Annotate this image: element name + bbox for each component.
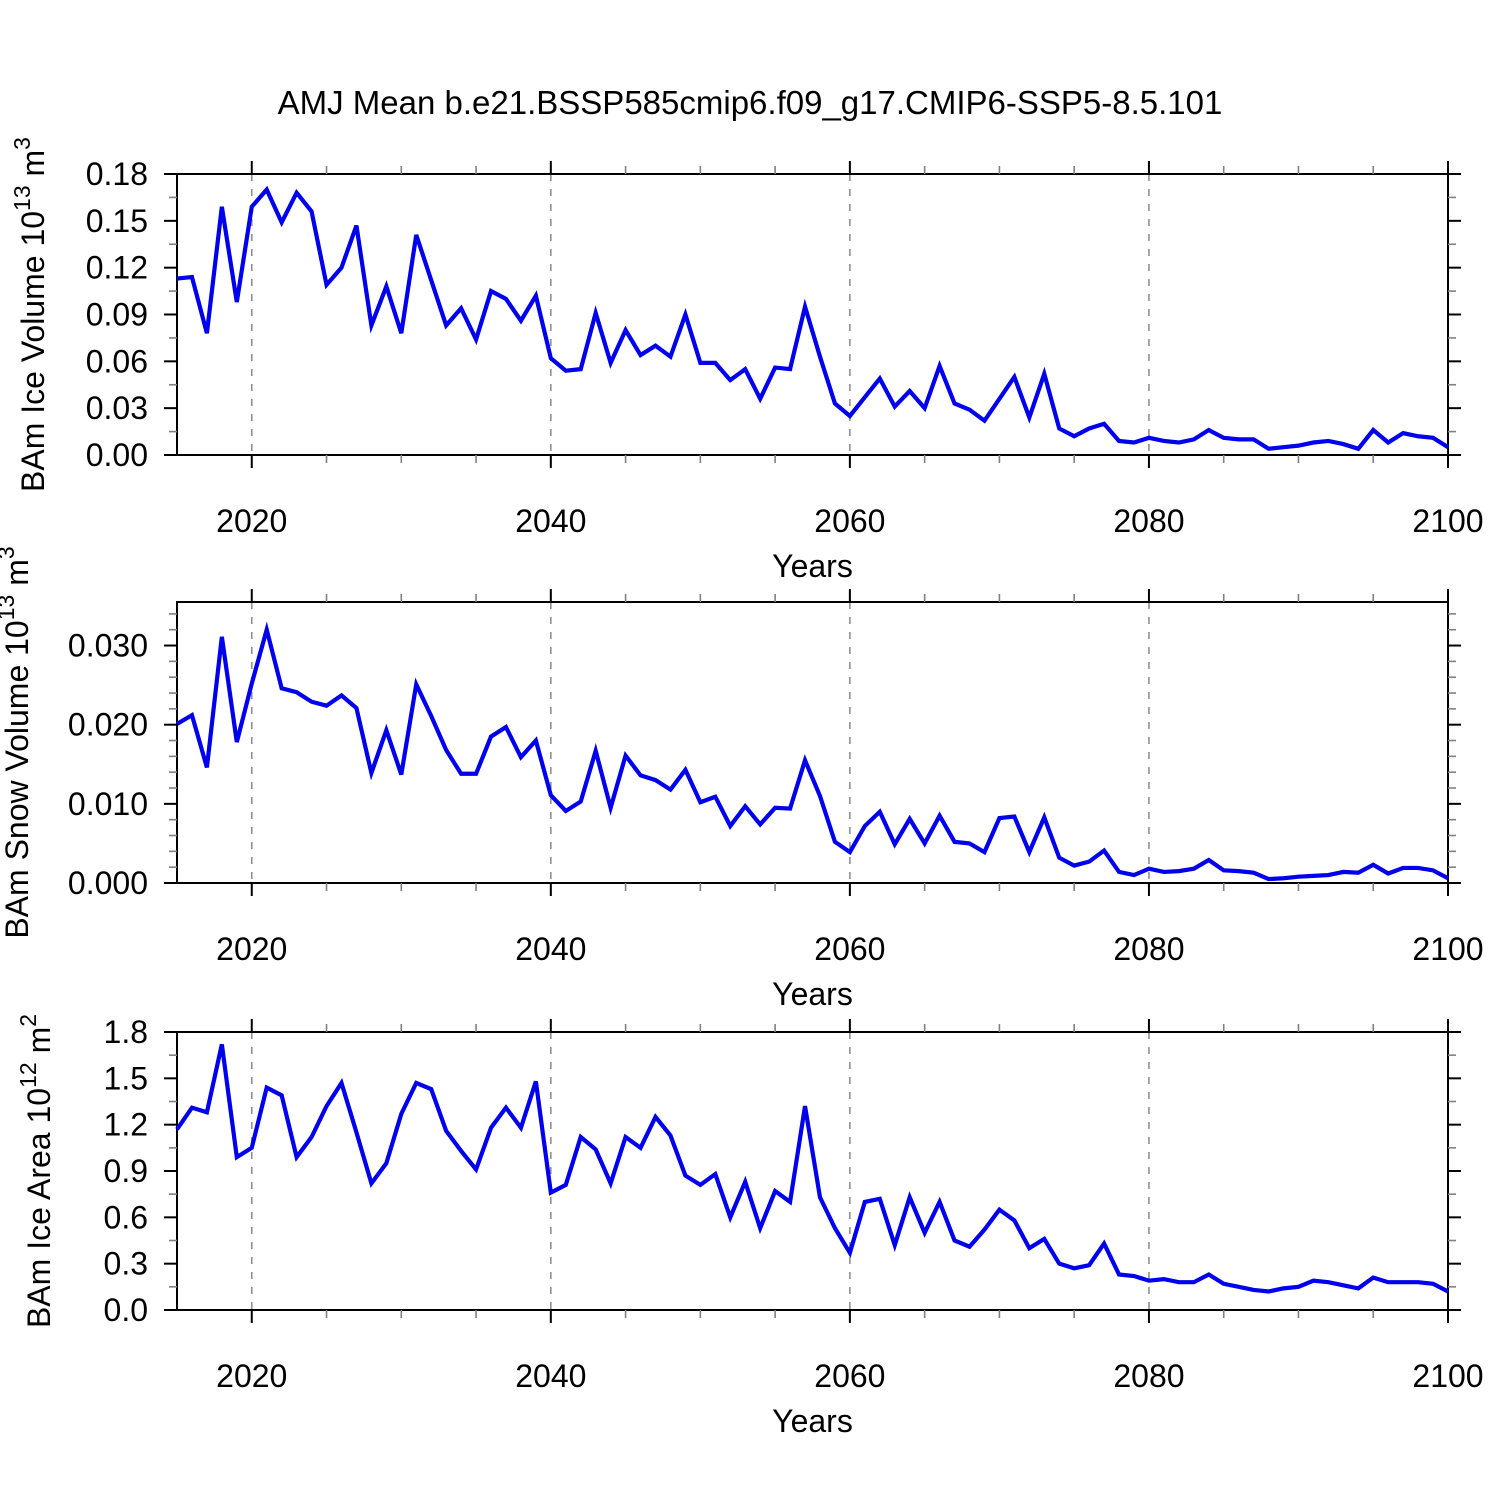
y-tick-label: 0.9 [104,1153,148,1189]
y-tick-label: 0.03 [86,390,148,426]
y-axis-title: BAm Ice Volume 1013​ m3​ [9,137,51,492]
x-tick-label: 2100 [1412,503,1483,539]
y-axis-title: BAm Ice Area 1012​ m2​ [15,1014,57,1328]
x-tick-label: 2080 [1113,503,1184,539]
x-tick-label: 2040 [515,503,586,539]
x-tick-label: 2040 [515,931,586,967]
page-title: AMJ Mean b.e21.BSSP585cmip6.f09_g17.CMIP… [277,84,1223,121]
y-tick-label: 0.0 [104,1292,148,1328]
x-tick-label: 2060 [814,1358,885,1394]
y-axis-title: BAm Snow Volume 1013​ m3​ [0,546,35,938]
y-tick-label: 0.3 [104,1246,148,1282]
panel-1-series-line [176,185,1450,452]
x-tick-label: 2020 [216,1358,287,1394]
y-tick-label: 0.010 [68,786,148,822]
x-tick-label: 2100 [1412,931,1483,967]
y-tick-label: 0.030 [68,628,148,664]
panel-2-series-line [175,621,1449,882]
x-axis-title: Years [772,976,853,1012]
x-tick-label: 2020 [216,503,287,539]
x-axis-title: Years [772,1403,853,1439]
y-tick-label: 0.00 [86,437,148,473]
y-tick-label: 0.12 [86,250,148,286]
x-tick-label: 2060 [814,931,885,967]
x-tick-label: 2080 [1113,1358,1184,1394]
y-tick-label: 0.15 [86,203,148,239]
x-tick-label: 2080 [1113,931,1184,967]
y-tick-label: 1.8 [104,1014,148,1050]
panel-3-series-line [175,1043,1449,1294]
y-tick-label: 0.6 [104,1199,148,1235]
y-tick-label: 0.000 [68,865,148,901]
y-tick-label: 1.5 [104,1060,148,1096]
x-tick-label: 2060 [814,503,885,539]
x-axis-title: Years [772,548,853,584]
x-tick-label: 2100 [1412,1358,1483,1394]
y-tick-label: 0.09 [86,297,148,333]
y-tick-label: 0.06 [86,343,148,379]
y-tick-label: 0.18 [86,156,148,192]
x-tick-label: 2040 [515,1358,586,1394]
panel-2-frame [176,601,1449,884]
x-tick-label: 2020 [216,931,287,967]
y-tick-label: 0.020 [68,707,148,743]
y-tick-label: 1.2 [104,1107,148,1143]
